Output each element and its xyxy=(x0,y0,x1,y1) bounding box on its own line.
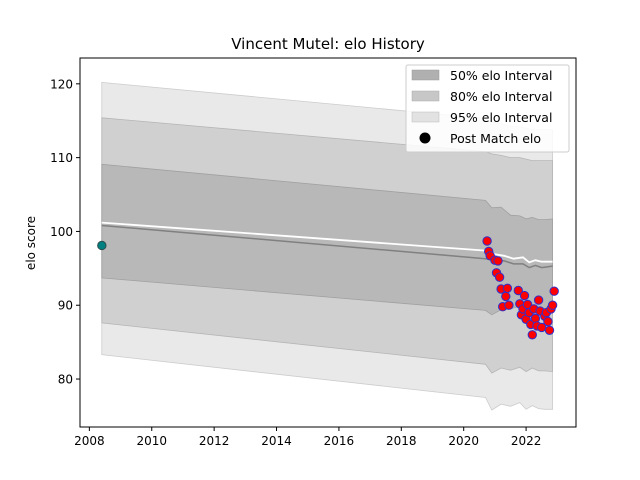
post-match-elo-point xyxy=(502,283,513,293)
post-match-elo-point xyxy=(533,295,544,305)
post-match-elo-point xyxy=(494,272,505,282)
x-tick-label: 2010 xyxy=(136,434,167,448)
x-tick-label: 2020 xyxy=(448,434,479,448)
post-match-elo-point xyxy=(519,290,530,301)
x-tick-label: 2012 xyxy=(199,434,230,448)
x-tick-label: 2022 xyxy=(511,434,542,448)
post-match-elo-point xyxy=(493,256,503,266)
y-tick-label: 80 xyxy=(58,373,73,387)
legend-swatch-80 xyxy=(411,90,440,102)
post-match-elo-point xyxy=(544,325,555,335)
legend-label-80: 80% elo Interval xyxy=(450,89,552,104)
post-match-elo-point xyxy=(549,286,559,296)
legend-label-95: 95% elo Interval xyxy=(450,110,552,125)
x-tick-label: 2014 xyxy=(261,434,292,448)
post-match-elo-point xyxy=(527,330,537,340)
y-tick-label: 90 xyxy=(58,299,73,313)
post-match-elo-point xyxy=(501,291,511,302)
y-tick-label: 120 xyxy=(50,77,73,91)
post-match-elo-point xyxy=(504,300,514,310)
legend-box xyxy=(405,64,570,153)
legend: 50% elo Interval 80% elo Interval 95% el… xyxy=(405,64,570,153)
legend-swatch-95 xyxy=(411,111,440,123)
y-tick-label: 100 xyxy=(50,225,73,239)
initial-elo-point xyxy=(97,240,107,251)
post-match-elo-point xyxy=(543,316,553,327)
chart-title: Vincent Mutel: elo History xyxy=(231,35,425,53)
plot-area xyxy=(97,81,559,411)
legend-swatch-50 xyxy=(411,69,440,81)
x-tick-label: 2008 xyxy=(74,434,105,448)
legend-label-post-match: Post Match elo xyxy=(450,131,541,146)
x-tick-label: 2018 xyxy=(386,434,417,448)
legend-label-50: 50% elo Interval xyxy=(450,68,552,83)
legend-marker-post-match xyxy=(419,132,431,144)
x-tick-label: 2016 xyxy=(324,434,355,448)
axes-frame xyxy=(79,57,577,428)
y-tick-label: 110 xyxy=(50,151,73,165)
y-axis-label: elo score xyxy=(24,216,38,270)
post-match-elo-point xyxy=(513,285,523,296)
post-match-elo-point xyxy=(547,300,558,310)
post-match-elo-point xyxy=(482,236,492,246)
axes: 2008 2010 2012 2014 2016 2018 2020 2022 80 90 100 1… xyxy=(50,57,577,448)
